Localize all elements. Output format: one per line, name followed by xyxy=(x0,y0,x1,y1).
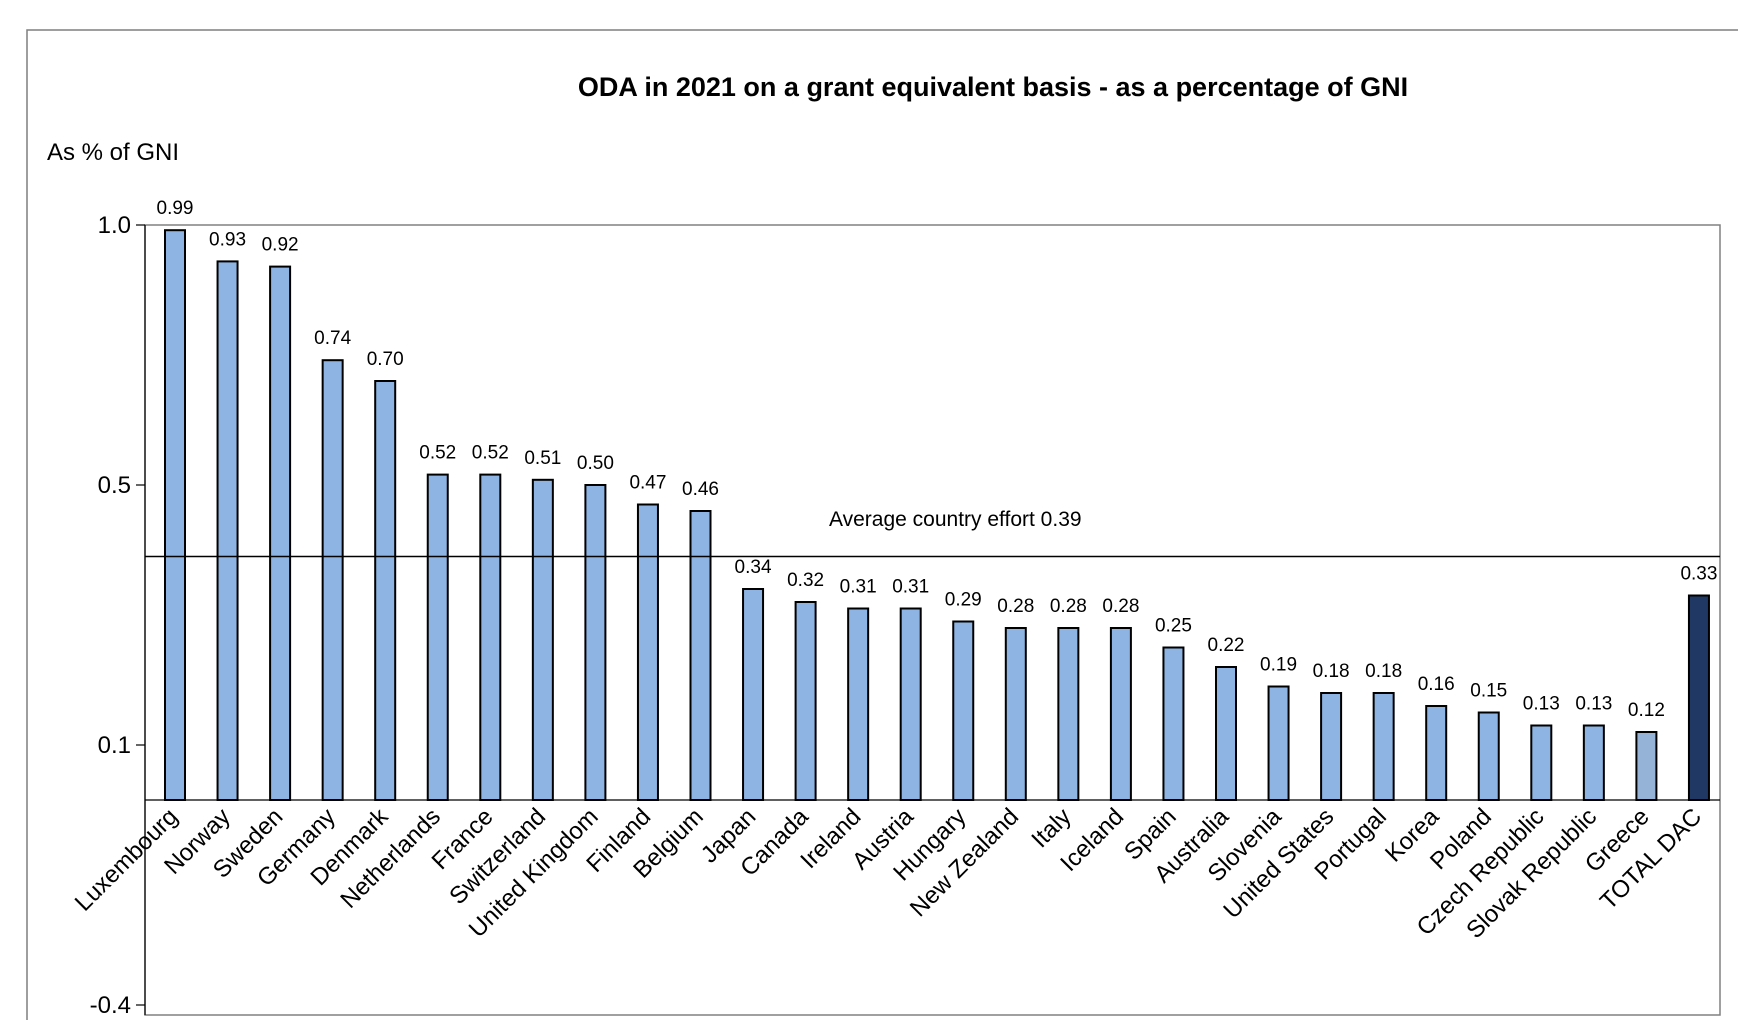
value-label: 0.18 xyxy=(1313,661,1350,682)
value-label: 0.74 xyxy=(314,328,351,349)
value-label: 0.32 xyxy=(787,570,824,591)
y-tick-label: 1.0 xyxy=(98,212,131,239)
bar-luxembourg xyxy=(164,229,186,801)
value-label: 0.28 xyxy=(997,596,1034,617)
value-label: 0.52 xyxy=(419,443,456,464)
bar-switzerland xyxy=(531,478,554,801)
value-label: 0.52 xyxy=(472,443,509,464)
bar-denmark xyxy=(374,380,397,801)
bar-united-states xyxy=(1320,692,1343,801)
value-label: 0.15 xyxy=(1470,681,1507,702)
bar-japan xyxy=(742,588,765,801)
chart-title: ODA in 2021 on a grant equivalent basis … xyxy=(578,72,1408,102)
value-label: 0.31 xyxy=(840,577,877,598)
value-label: 0.13 xyxy=(1523,694,1560,715)
bar-france xyxy=(479,473,502,801)
bar-ireland xyxy=(847,607,870,801)
bar-australia xyxy=(1215,666,1237,801)
chart-frame xyxy=(26,29,1738,1020)
bar-sweden xyxy=(269,265,292,802)
bar-austria xyxy=(899,607,922,801)
value-label: 0.25 xyxy=(1155,616,1192,637)
value-label: 0.28 xyxy=(1102,596,1139,617)
value-label: 0.31 xyxy=(892,577,929,598)
bar-hungary xyxy=(952,620,975,801)
bar-korea xyxy=(1425,705,1448,801)
value-label: 0.47 xyxy=(629,473,666,494)
value-labels: 0.99 0.93 0.92 0.74 0.70 0.52 0.52 0.51 0.50 0.47… xyxy=(157,198,1718,721)
bar-slovenia xyxy=(1267,685,1290,801)
value-label: 0.19 xyxy=(1260,655,1297,676)
y-axis-label: As % of GNI xyxy=(47,139,179,166)
value-label: 0.12 xyxy=(1628,700,1665,721)
y-tick-label: 0.5 xyxy=(98,472,131,499)
bar-canada xyxy=(794,601,817,801)
value-label: 0.92 xyxy=(262,235,299,256)
y-tick-label: -0.4 xyxy=(90,992,131,1019)
bar-germany xyxy=(321,359,344,801)
value-label: 0.50 xyxy=(577,453,614,474)
y-ticks: 1.0 0.5 0.1 -0.4 xyxy=(90,212,145,1019)
bar-united-kingdom xyxy=(584,484,607,801)
bar-czech-republic xyxy=(1530,724,1553,801)
bar-poland xyxy=(1477,711,1500,801)
value-label: 0.22 xyxy=(1208,635,1245,656)
value-label: 0.93 xyxy=(209,229,246,250)
bar-portugal xyxy=(1372,692,1395,801)
bar-finland xyxy=(636,503,659,801)
value-label: 0.34 xyxy=(735,557,772,578)
bar-total-dac xyxy=(1687,594,1710,801)
value-label: 0.18 xyxy=(1365,661,1402,682)
value-label: 0.99 xyxy=(157,198,194,219)
y-tick-label: 0.1 xyxy=(98,732,131,759)
bar-spain xyxy=(1162,646,1185,801)
value-label: 0.28 xyxy=(1050,596,1087,617)
value-label: 0.51 xyxy=(524,448,561,469)
value-label: 0.70 xyxy=(367,349,404,370)
value-label: 0.33 xyxy=(1680,564,1717,585)
bar-italy xyxy=(1057,627,1080,801)
value-label: 0.29 xyxy=(945,590,982,611)
bar-belgium xyxy=(689,510,712,801)
value-label: 0.16 xyxy=(1418,674,1455,695)
bar-new-zealand xyxy=(1004,627,1027,801)
value-label: 0.46 xyxy=(682,479,719,500)
bar-greece xyxy=(1635,731,1658,801)
bar-netherlands xyxy=(426,473,449,801)
bar-iceland xyxy=(1109,627,1132,801)
average-line-label: Average country effort 0.39 xyxy=(829,508,1082,531)
value-label: 0.13 xyxy=(1575,694,1612,715)
bar-slovak-republic xyxy=(1582,724,1605,801)
bar-norway xyxy=(216,260,239,801)
